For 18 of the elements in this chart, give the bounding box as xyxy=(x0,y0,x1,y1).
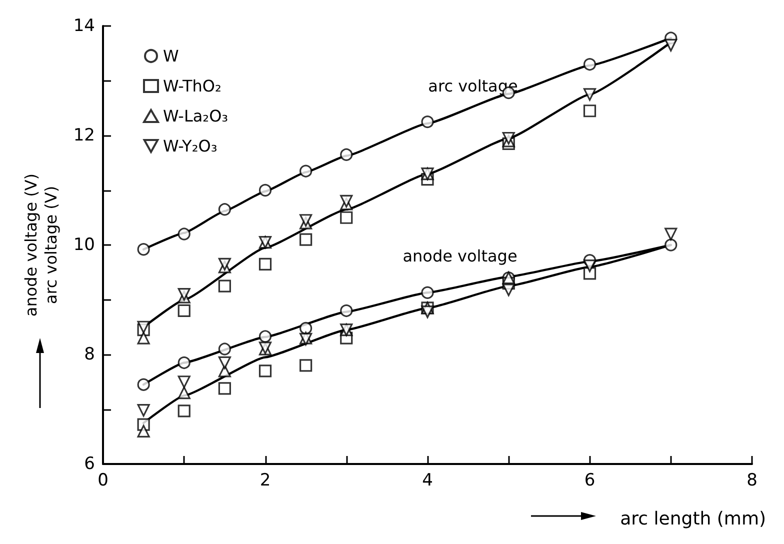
y-tick-label: 8 xyxy=(84,344,95,364)
y-tick-label: 12 xyxy=(73,126,95,146)
y-tick-label: 14 xyxy=(73,16,95,36)
x-tick-label: 2 xyxy=(260,470,271,490)
y-axis-title: anode voltage (V) arc voltage (V) xyxy=(22,173,60,317)
x-axis-title: arc length (mm) xyxy=(620,508,766,530)
annotation: arc voltage xyxy=(428,76,518,96)
x-tick-label: 6 xyxy=(584,470,596,490)
legend-label: W xyxy=(163,46,179,66)
annotation: anode voltage xyxy=(402,246,518,266)
x-tick-label: 4 xyxy=(422,470,433,490)
legend-label: W-La₂O₃ xyxy=(163,106,228,126)
x-tick-label: 8 xyxy=(746,470,758,490)
x-tick-label: 0 xyxy=(98,470,108,490)
legend-label: W-ThO₂ xyxy=(163,76,222,96)
y-tick-label: 10 xyxy=(73,235,95,255)
legend-label: W-Y₂O₃ xyxy=(163,136,218,156)
y-tick-label: 6 xyxy=(84,454,95,474)
